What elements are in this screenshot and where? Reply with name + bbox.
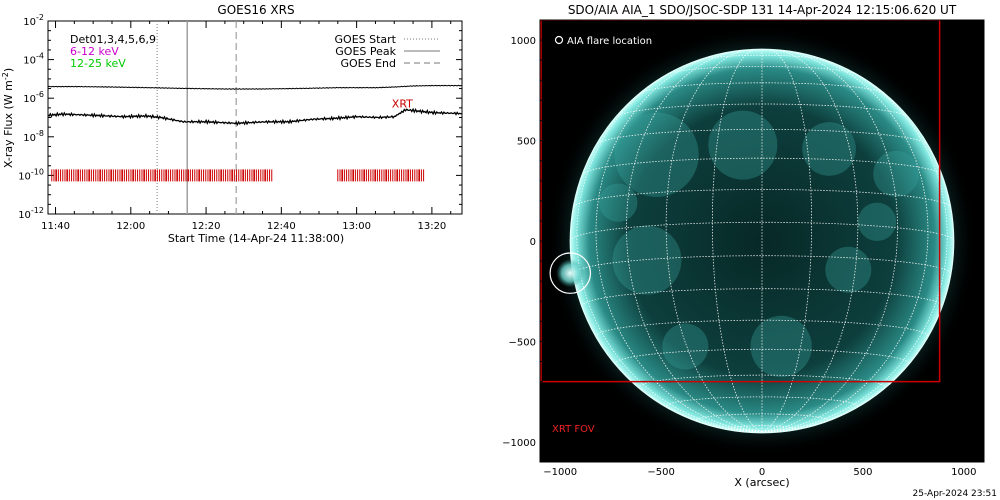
latitude-line <box>668 66 856 75</box>
longitude-line <box>761 48 812 433</box>
active-region <box>612 225 682 295</box>
aia-y-ticks: 1000 500 0 −500 −1000 <box>502 36 984 449</box>
aia-legend-text: AIA flare location <box>567 36 652 47</box>
goes-series-line-0 <box>47 84 462 90</box>
xrt-observation-bars <box>51 169 425 182</box>
goes-series <box>47 84 463 127</box>
active-region <box>708 110 778 180</box>
active-region <box>873 150 920 197</box>
aia-x-axis-label: X (arcsec) <box>734 476 789 489</box>
aia-x-tick-label: 500 <box>853 467 872 478</box>
goes-y-tick-label: 10-12 <box>18 206 44 221</box>
goes-chart-title: GOES16 XRS <box>217 3 294 17</box>
latitude-line <box>699 54 825 61</box>
goes-x-tick-label: 12:00 <box>116 221 145 232</box>
longitude-line <box>595 52 763 433</box>
longitude-line <box>625 49 763 433</box>
active-region <box>662 323 709 370</box>
solar-disk <box>570 49 954 433</box>
latitude-line <box>695 413 829 423</box>
goes-x-tick-label: 13:00 <box>342 221 371 232</box>
flare-circle <box>549 252 592 294</box>
active-regions <box>599 110 920 378</box>
active-region <box>802 122 856 176</box>
active-region <box>857 202 897 241</box>
goes-x-ticks: 11:40 12:00 12:20 12:40 13:00 13:20 <box>41 21 452 232</box>
goes-y-tick-label: 10-6 <box>23 90 44 105</box>
aia-y-tick-label: 1000 <box>511 36 536 47</box>
goes-x-tick-label: 12:40 <box>267 221 296 232</box>
goes-x-tick-label: 13:20 <box>417 221 446 232</box>
active-region <box>825 246 872 293</box>
latitude-line <box>581 288 943 307</box>
goes-y-tick-label: 10-10 <box>18 167 44 182</box>
aia-x-tick-label: −1000 <box>543 467 577 478</box>
aia-x-ticks: −1000 −500 0 500 1000 <box>543 20 977 478</box>
latitude-line <box>665 396 859 409</box>
legend-goes-peak: GOES Peak <box>335 45 396 58</box>
active-region <box>599 183 638 222</box>
aia-x-tick-label: −500 <box>647 467 674 478</box>
goes-vertical-markers <box>156 21 237 214</box>
longitude-line <box>665 49 763 433</box>
flare-location-marker <box>549 252 592 294</box>
longitude-line <box>761 52 929 433</box>
goes-series-line-1 <box>47 107 463 127</box>
legend-12-25kev: 12-25 keV <box>70 57 126 70</box>
goes-y-tick-label: 10-4 <box>23 52 44 67</box>
goes-x-tick-label: 12:20 <box>192 221 221 232</box>
goes-x-tick-label: 11:40 <box>41 221 70 232</box>
footer-timestamp: 25-Apr-2024 23:51 <box>913 489 997 499</box>
aia-title: SDO/AIA AIA_1 SDO/JSOC-SDP 131 14-Apr-20… <box>568 3 957 17</box>
goes-x-axis-label: Start Time (14-Apr-24 11:38:00) <box>168 232 344 245</box>
longitude-line <box>761 61 948 433</box>
latitude-line <box>640 82 884 94</box>
flare-glow <box>556 259 585 288</box>
xrt-fov-label: XRT FOV <box>552 424 595 435</box>
goes-y-axis-label: X-ray Flux (W m-2) <box>1 68 16 168</box>
xrt-annotation: XRT <box>392 98 413 111</box>
active-region <box>614 112 699 197</box>
latitude-line <box>596 129 928 145</box>
active-region <box>750 315 812 378</box>
legend-6-12kev: 6-12 keV <box>70 45 119 58</box>
solar-limb <box>569 48 955 434</box>
legend-goes-start: GOES Start <box>335 33 397 46</box>
goes-y-tick-label: 10-2 <box>23 13 44 28</box>
longitude-line <box>761 49 859 433</box>
longitude-line <box>761 49 899 433</box>
aia-y-tick-label: −1000 <box>502 438 536 449</box>
latitude-line <box>614 348 910 365</box>
aia-y-tick-label: 0 <box>530 237 536 248</box>
legend-goes-end: GOES End <box>340 57 396 70</box>
goes-xrs-chart: GOES16 XRS 10-2 10-4 10-6 10-8 10-10 10-12 11… <box>1 3 463 245</box>
longitude-line <box>712 48 763 433</box>
legend-detectors: Det01,3,4,5,6,9 <box>70 33 156 46</box>
aia-y-tick-label: 500 <box>517 137 536 148</box>
goes-y-tick-label: 10-8 <box>23 129 44 144</box>
aia-legend-symbol <box>554 35 564 45</box>
latitude-line <box>573 188 951 208</box>
aia-image <box>540 20 984 462</box>
goes-y-ticks: 10-2 10-4 10-6 10-8 10-10 10-12 <box>18 13 462 221</box>
aia-image-panel: SDO/AIA AIA_1 SDO/JSOC-SDP 131 14-Apr-20… <box>502 3 985 489</box>
aia-x-tick-label: 1000 <box>951 467 976 478</box>
aia-y-tick-label: −500 <box>509 337 536 348</box>
aia-x-tick-label: 0 <box>759 467 765 478</box>
